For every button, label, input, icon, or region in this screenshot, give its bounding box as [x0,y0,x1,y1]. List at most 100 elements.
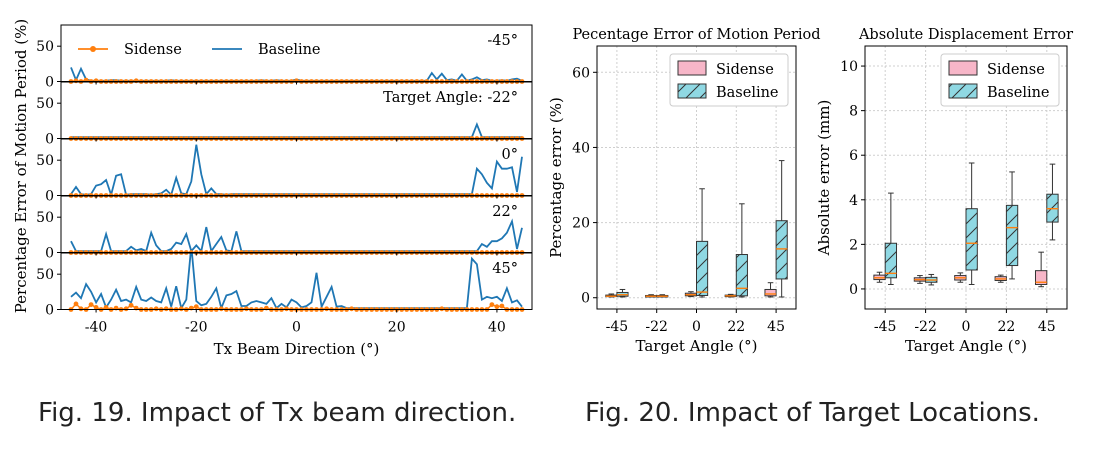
y-tick-label: 8 [849,104,858,120]
x-tick-label: 0 [292,320,301,336]
sidense-point [489,302,495,307]
y-tick-label: 50 [36,267,54,283]
baseline-box-45 [775,160,788,298]
x-tick-label: -22 [645,319,668,335]
legend-baseline-hatch [949,84,977,98]
box-hatch [736,254,748,296]
sidense-point [499,303,505,309]
figure-canvas: 050 -45°050 Target Angle: -22°050 0°050 22°0… [12,19,1073,358]
panel-frame-3 [60,195,533,253]
sidense-point [93,305,99,310]
y-tick-label: 0 [45,303,54,319]
box-hatch [885,243,897,278]
box-body [1034,270,1048,285]
displacement-error-boxplot: 0 2 4 6 8 10 -45 -22 0 22 45 Absolute Displacement … [815,27,1073,355]
legend: Sidense Baseline [669,53,789,107]
sidense-point [78,306,84,312]
panel-label-2: 0° [502,147,518,163]
y-tick-label: 50 [36,210,54,226]
baseline-series-line-1 [71,121,522,138]
sidense-point [163,306,169,312]
percentage-error-boxplot: 0 20 40 60 -45 -22 0 22 45 Pecentage Error of Mot… [547,27,821,355]
sidense-point [324,306,329,312]
sidense-box-45 [764,282,777,298]
y-tick-label: 0 [849,282,858,298]
panel-2: 0 50 0° [36,138,533,205]
x-tick-label: 20 [388,320,406,336]
figure-19-caption: Fig. 19. Impact of Tx beam direction. [38,398,517,428]
baseline-box-0 [696,188,709,298]
x-tick-label: -45 [606,319,629,335]
x-tick-label: 45 [1038,319,1056,335]
x-axis-label: Target Angle (°) [905,337,1027,355]
sidense-point [439,306,445,312]
sidense-point [123,306,129,312]
x-tick-label: 40 [488,320,506,336]
legend-sidense-swatch [948,60,978,76]
sidense-box-0 [954,272,967,283]
x-tick-label: -20 [185,320,208,336]
x-tick-label: 0 [962,319,971,335]
x-tick-label: -40 [85,320,108,336]
sidense-point [128,302,134,308]
panel-label-1: Target Angle: -22° [383,90,518,106]
legend-sidense-swatch [677,60,707,76]
baseline-box--22 [656,294,669,298]
panel-label-3: 22° [492,204,518,220]
y-tick-label: 2 [849,237,858,253]
panel-3: 0 50 22° [36,195,533,262]
y-tick-label: 6 [849,148,858,164]
sidense-point [193,304,199,310]
x-tick-label: -45 [874,319,897,335]
box-hatch [966,208,978,270]
sidense-point [284,306,289,312]
y-tick-label: 50 [36,96,54,112]
sidense-box--45 [873,271,886,283]
sidense-point [349,306,354,312]
sidense-box-22 [724,293,737,298]
baseline-series-line-3 [70,218,523,253]
x-axis-label: Target Angle (°) [636,337,758,355]
legend: Sidense Baseline [78,42,321,58]
chart-title: Absolute Displacement Error [858,27,1073,43]
panel-label-0: -45° [487,33,518,49]
legend-sidense-marker [90,46,96,52]
panel-frame-2 [60,138,533,196]
y-tick-label: 10 [840,59,858,75]
legend: Sidense Baseline [940,53,1060,107]
baseline-box-22 [735,203,748,298]
sidense-box-45 [1034,251,1048,288]
baseline-box--22 [925,273,938,286]
sidense-point [244,306,249,312]
sidense-point [88,302,94,307]
sidense-point [73,301,79,307]
panel-label-4: 45° [492,261,518,277]
sidense-point [153,306,159,312]
y-tick-label: 0 [45,246,54,262]
baseline-series-line-2 [70,144,523,196]
y-tick-label: 0 [45,75,54,91]
legend-baseline-label: Baseline [716,85,779,101]
box-hatch [1006,205,1018,266]
x-tick-label: -22 [914,319,937,335]
legend-baseline-label: Baseline [258,42,321,58]
baseline-box--45 [616,288,629,298]
baseline-box-45 [1046,163,1059,241]
x-tick-label: 22 [997,319,1015,335]
x-tick-label: 22 [727,319,745,335]
sidense-point [494,304,500,310]
y-tick-label: 0 [45,189,54,205]
sidense-point [103,305,109,310]
baseline-box-0 [965,162,978,285]
panel-1: 0 50 Target Angle: -22° [36,81,533,148]
legend-baseline-label: Baseline [987,85,1050,101]
x-tick-label: 0 [692,319,701,335]
y-axis-label: Percentage Error of Motion Period (%) [12,19,30,314]
sidense-box-22 [994,274,1007,283]
sidense-box--45 [605,293,618,298]
y-tick-label: 50 [36,153,54,169]
y-tick-label: 50 [36,39,54,55]
baseline-box-22 [1005,171,1019,280]
sidense-box--22 [913,275,927,284]
box-body [764,288,777,297]
